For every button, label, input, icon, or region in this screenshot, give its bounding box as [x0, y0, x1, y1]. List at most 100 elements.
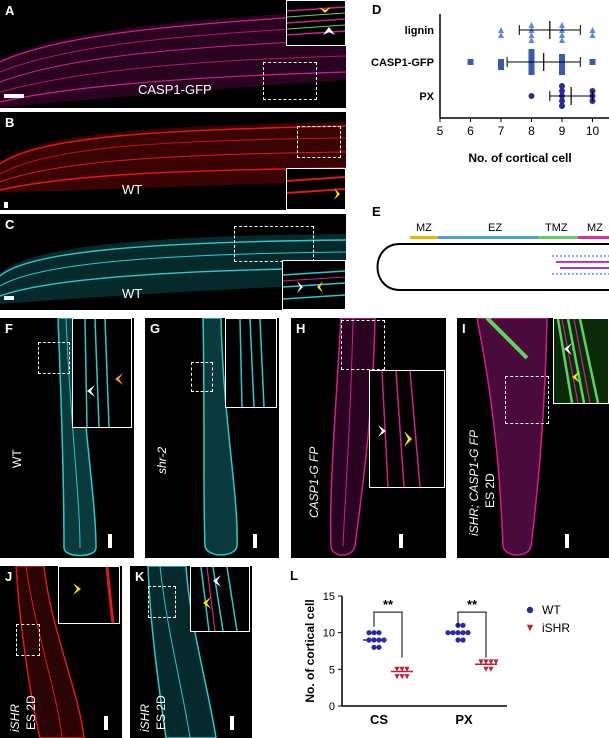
caption-c: WT: [122, 286, 143, 301]
significance-bracket-l: [373, 611, 403, 658]
panel-b: B WT: [0, 112, 346, 210]
zone-label-mz: MZ: [416, 222, 432, 234]
data-point-d: [559, 64, 565, 70]
data-point-d: [528, 32, 535, 38]
panel-label-b: B: [5, 115, 15, 130]
panel-label-g: G: [150, 321, 161, 336]
root-image-a: [0, 10, 346, 108]
panel-i: I iSHR; CASP1-G FP ES 2D: [457, 318, 609, 558]
panel-a: A CASP1-GFP: [0, 0, 346, 108]
panel-e: E MZ EZ TMZ MZ: [360, 200, 609, 310]
scale-bar-i: [565, 534, 569, 548]
x-tick-label-d: 10: [586, 124, 600, 138]
inset-g: [225, 318, 277, 408]
data-point-l: [399, 674, 405, 680]
arrowhead-yellow: [73, 583, 81, 595]
zone-label-mz2: MZ: [587, 222, 603, 234]
data-point-d: [528, 64, 535, 70]
panel-c: C WT: [0, 214, 346, 310]
data-point-d: [528, 49, 535, 55]
significance-label-l: **: [467, 597, 478, 612]
roi-box-h: [341, 320, 385, 370]
data-point-d: [528, 22, 535, 28]
scale-bar-a: [4, 94, 24, 98]
root-image-c: [0, 234, 346, 304]
data-point-l: [460, 622, 466, 628]
panel-j: J iSHR ES 2D: [0, 566, 122, 738]
category-label-l: PX: [455, 712, 473, 727]
x-tick-label-d: 6: [467, 124, 474, 138]
inset-i: [553, 318, 609, 404]
roi-box-i: [505, 376, 549, 424]
data-point-l: [478, 659, 484, 665]
caption-g: shr-2: [155, 446, 169, 474]
roi-box-j: [16, 624, 40, 656]
panel-h: H CASP1-G FP: [291, 318, 446, 558]
arrowhead-white: [213, 575, 221, 587]
scale-bar-h: [399, 534, 403, 548]
data-point-d: [528, 54, 535, 60]
legend-marker-l: [526, 606, 534, 614]
y-tick-label-l: 15: [323, 591, 335, 603]
panel-label-c: C: [5, 217, 15, 232]
x-tick-label-d: 8: [528, 124, 535, 138]
inset-k: [190, 566, 250, 632]
data-point-d: [559, 98, 565, 104]
scale-bar-c: [4, 296, 14, 300]
data-point-d: [498, 27, 504, 33]
data-point-d: [589, 59, 596, 65]
category-label-d: lignin: [405, 25, 435, 37]
data-point-d: [467, 59, 474, 65]
panel-d: D 5 6 7 8 9 10 No. of cortical cell lignin CASP1…: [360, 0, 609, 190]
inset-j: [58, 566, 120, 624]
panel-g: G shr-2: [145, 318, 279, 558]
inset-a: [286, 0, 346, 46]
scale-bar-b: [4, 202, 8, 208]
arrowhead-white: [564, 343, 572, 355]
chart-l: 0 5 10 15 No. of cortical cell CS ** PX ** WT iSHR: [303, 591, 570, 727]
chart-d: 5 6 7 8 9 10 No. of cortical cell lignin CASP1-G…: [371, 14, 609, 165]
x-tick-label-d: 7: [498, 124, 505, 138]
panel-label-d: D: [372, 2, 382, 17]
x-axis-label-d: No. of cortical cell: [468, 151, 571, 165]
arrowhead-white: [297, 281, 303, 293]
data-point-l: [404, 674, 410, 680]
data-point-d: [498, 32, 504, 38]
y-axis-label-l: No. of cortical cell: [303, 599, 317, 702]
data-point-l: [399, 666, 405, 672]
caption-h: CASP1-G FP: [307, 446, 321, 518]
caption-j-line1: iSHR: [8, 703, 22, 732]
data-point-d: [559, 69, 565, 75]
zone-label-ez: EZ: [488, 222, 503, 234]
y-tick-label-l: 5: [329, 664, 335, 676]
arrowhead-yellow: [404, 431, 412, 447]
arrowhead-yellow: [317, 281, 323, 293]
roi-box-b: [297, 126, 341, 158]
caption-b: WT: [122, 182, 143, 197]
data-point-d: [559, 83, 565, 89]
arrowhead-white: [378, 425, 386, 437]
data-point-d: [528, 93, 535, 99]
category-label-l: CS: [370, 712, 388, 727]
inset-c: [282, 260, 346, 310]
scale-bar-k: [230, 716, 234, 730]
arrowhead-yellow: [319, 7, 331, 13]
arrowhead-white: [87, 385, 95, 397]
arrowhead-yellow: [572, 371, 580, 383]
root-zone-diagram: [376, 236, 609, 291]
panel-label-i: I: [462, 321, 466, 336]
zone-label-tmz: TMZ: [545, 222, 568, 234]
legend-marker-l: [526, 624, 534, 632]
roi-box-c: [234, 226, 314, 262]
data-point-d: [559, 37, 565, 43]
data-point-l: [488, 666, 494, 672]
panel-label-k: K: [135, 569, 145, 584]
scale-bar-g: [253, 534, 257, 548]
legend-label-l: WT: [542, 603, 561, 617]
panel-l: L 0 5 10 15 No. of cortical cell CS ** PX ** WT iS…: [282, 566, 609, 738]
arrowhead-orange: [115, 373, 123, 385]
caption-j-line2: ES 2D: [24, 695, 38, 730]
data-point-d: [559, 32, 565, 38]
data-point-l: [483, 659, 489, 665]
data-point-l: [371, 630, 377, 636]
